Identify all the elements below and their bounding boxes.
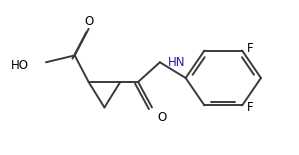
Text: O: O xyxy=(157,111,167,124)
Text: HO: HO xyxy=(11,59,29,72)
Text: O: O xyxy=(84,15,93,28)
Text: HN: HN xyxy=(168,56,185,69)
Text: F: F xyxy=(247,42,253,55)
Text: F: F xyxy=(247,101,253,114)
